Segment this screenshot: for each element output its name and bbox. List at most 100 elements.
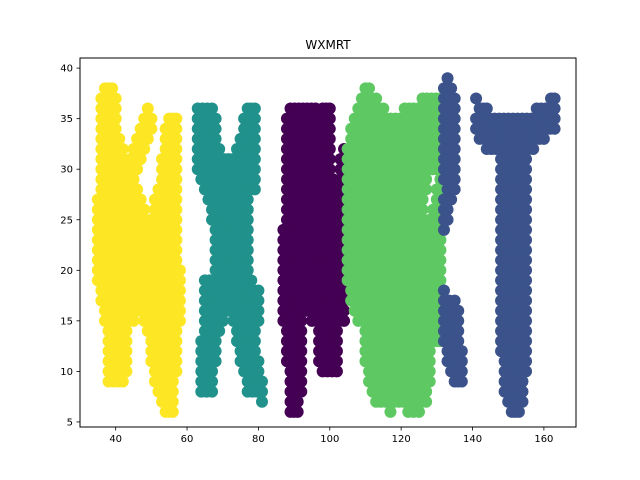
data-points bbox=[91, 72, 561, 418]
scatter-point bbox=[520, 193, 533, 206]
scatter-point bbox=[445, 193, 458, 206]
scatter-point bbox=[170, 244, 183, 257]
y-tick-label: 5 bbox=[67, 417, 73, 428]
scatter-point bbox=[520, 355, 533, 368]
scatter-point bbox=[330, 324, 343, 337]
scatter-point bbox=[520, 213, 533, 226]
scatter-point bbox=[252, 304, 265, 317]
scatter-point bbox=[516, 395, 529, 408]
scatter-point bbox=[512, 405, 525, 418]
scatter-point bbox=[206, 365, 219, 378]
scatter-point bbox=[209, 345, 222, 358]
scatter-point bbox=[213, 142, 226, 155]
x-tick-label: 120 bbox=[392, 434, 411, 445]
scatter-point bbox=[120, 355, 133, 368]
scatter-point bbox=[423, 345, 436, 358]
scatter-point bbox=[448, 183, 461, 196]
scatter-point bbox=[516, 385, 529, 398]
scatter-point bbox=[241, 244, 254, 257]
scatter-point bbox=[170, 365, 183, 378]
scatter-point bbox=[213, 324, 226, 337]
scatter-point bbox=[548, 92, 561, 105]
scatter-point bbox=[241, 203, 254, 216]
scatter-point bbox=[520, 244, 533, 257]
scatter-point bbox=[173, 274, 186, 287]
scatter-point bbox=[109, 122, 122, 135]
scatter-point bbox=[448, 163, 461, 176]
scatter-point bbox=[323, 112, 336, 125]
scatter-point bbox=[252, 284, 265, 297]
scatter-point bbox=[248, 163, 261, 176]
scatter-point bbox=[134, 153, 147, 166]
scatter-point bbox=[173, 284, 186, 297]
scatter-point bbox=[170, 254, 183, 267]
scatter-point bbox=[445, 82, 458, 95]
scatter-point bbox=[448, 122, 461, 135]
scatter-point bbox=[434, 274, 447, 287]
scatter-point bbox=[255, 385, 268, 398]
scatter-point bbox=[116, 375, 129, 388]
scatter-point bbox=[248, 183, 261, 196]
series-2 bbox=[191, 102, 268, 408]
scatter-point bbox=[170, 213, 183, 226]
scatter-point bbox=[330, 345, 343, 358]
scatter-point bbox=[330, 355, 343, 368]
y-axis: 5 10 15 20 25 30 35 40 bbox=[60, 64, 80, 428]
x-tick-label: 140 bbox=[463, 434, 482, 445]
scatter-point bbox=[141, 132, 154, 145]
scatter-point bbox=[548, 112, 561, 125]
scatter-point bbox=[209, 335, 222, 348]
scatter-point bbox=[323, 153, 336, 166]
scatter-point bbox=[520, 223, 533, 236]
series-5 bbox=[437, 72, 561, 418]
scatter-point bbox=[437, 223, 450, 236]
scatter-point bbox=[295, 365, 308, 378]
scatter-point bbox=[206, 102, 219, 115]
scatter-point bbox=[170, 153, 183, 166]
scatter-point bbox=[109, 92, 122, 105]
scatter-point bbox=[248, 153, 261, 166]
scatter-point bbox=[295, 345, 308, 358]
scatter-point bbox=[323, 163, 336, 176]
scatter-point bbox=[452, 324, 465, 337]
scatter-point bbox=[109, 112, 122, 125]
scatter-point bbox=[241, 233, 254, 246]
scatter-point bbox=[120, 324, 133, 337]
series-3 bbox=[277, 102, 351, 418]
scatter-point bbox=[548, 122, 561, 135]
scatter-point bbox=[252, 294, 265, 307]
scatter-point bbox=[170, 233, 183, 246]
scatter-point bbox=[170, 335, 183, 348]
scatter-point bbox=[209, 132, 222, 145]
y-tick-label: 40 bbox=[60, 64, 73, 75]
scatter-point bbox=[295, 355, 308, 368]
scatter-point bbox=[209, 112, 222, 125]
scatter-point bbox=[241, 223, 254, 236]
scatter-point bbox=[448, 142, 461, 155]
scatter-point bbox=[209, 122, 222, 135]
scatter-point bbox=[338, 314, 351, 327]
scatter-point bbox=[455, 345, 468, 358]
scatter-point bbox=[420, 395, 433, 408]
scatter-point bbox=[434, 244, 447, 257]
scatter-point bbox=[173, 304, 186, 317]
scatter-point bbox=[170, 173, 183, 186]
scatter-point bbox=[209, 355, 222, 368]
scatter-point bbox=[252, 355, 265, 368]
scatter-point bbox=[295, 385, 308, 398]
scatter-point bbox=[113, 132, 126, 145]
scatter-point bbox=[141, 102, 154, 115]
chart-title: WXMRT bbox=[305, 38, 351, 52]
scatter-point bbox=[548, 102, 561, 115]
scatter-point bbox=[416, 203, 429, 216]
scatter-point bbox=[116, 142, 129, 155]
scatter-point bbox=[216, 314, 229, 327]
scatter-point bbox=[206, 385, 219, 398]
scatter-point bbox=[448, 112, 461, 125]
scatter-point bbox=[170, 193, 183, 206]
scatter-point bbox=[452, 335, 465, 348]
scatter-point bbox=[170, 345, 183, 358]
scatter-point bbox=[252, 314, 265, 327]
scatter-point bbox=[241, 193, 254, 206]
scatter-point bbox=[170, 183, 183, 196]
